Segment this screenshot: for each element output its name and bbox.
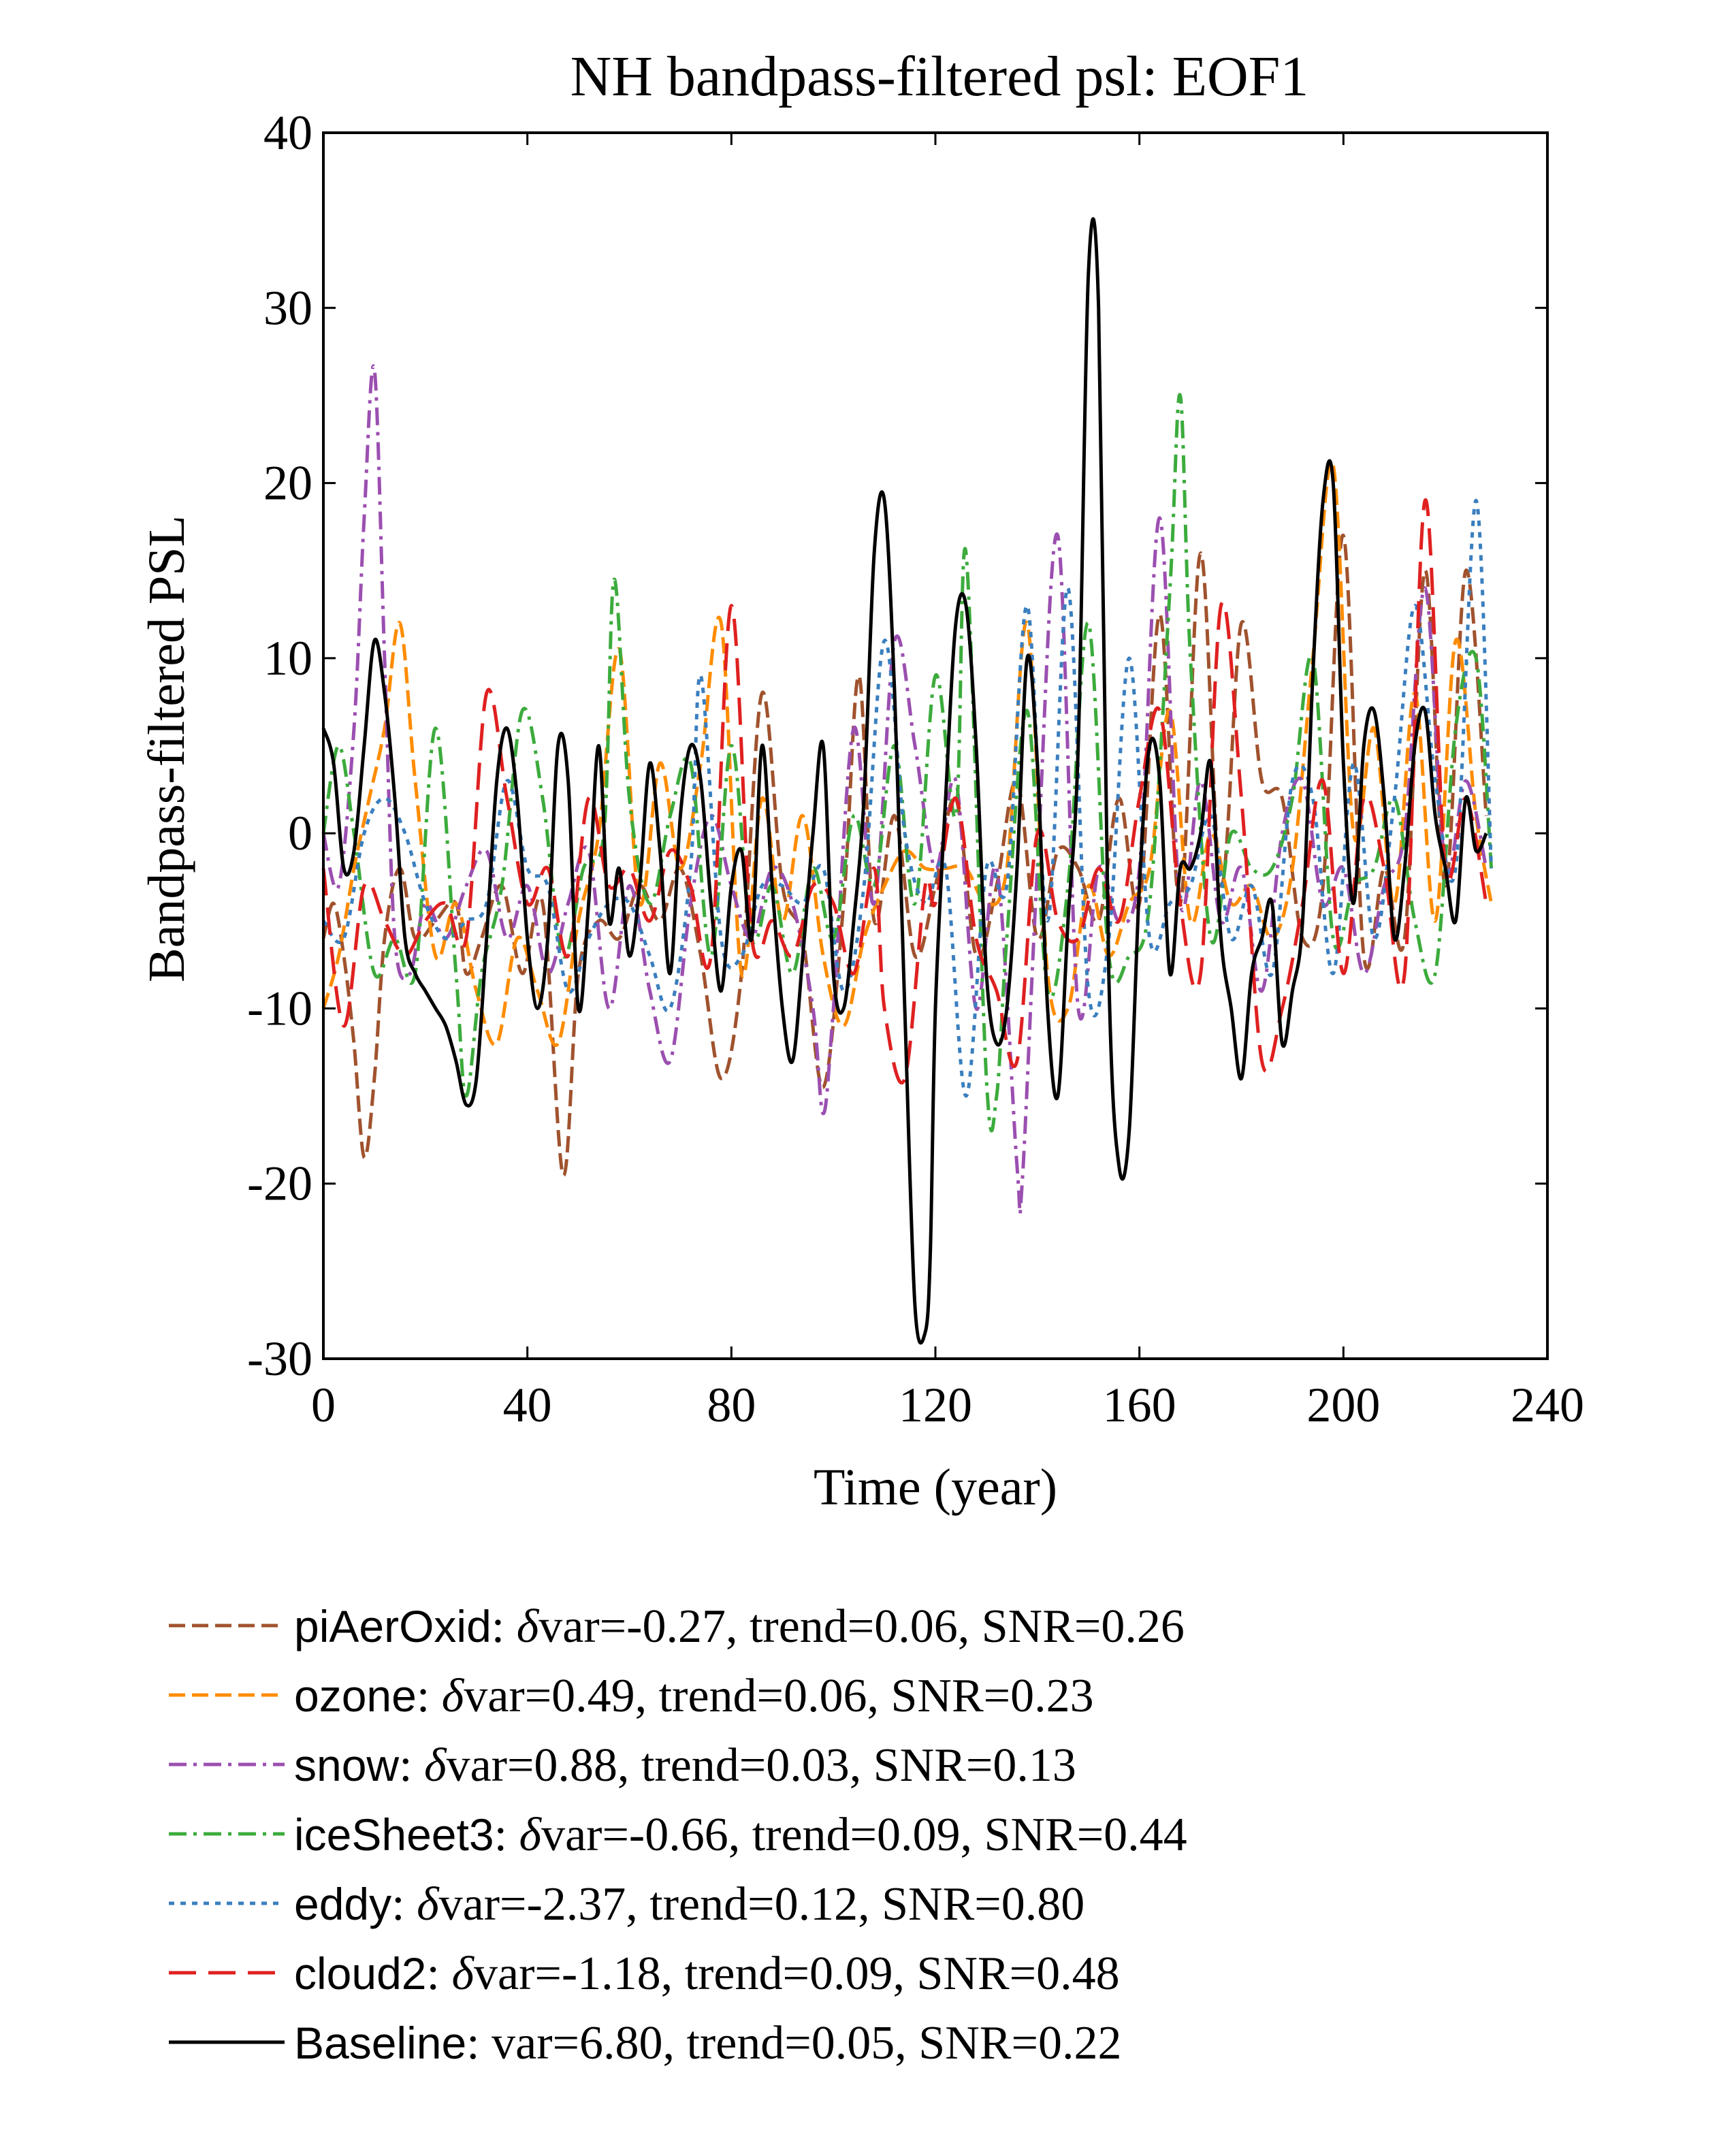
series-layer bbox=[321, 217, 1494, 1345]
x-axis-label: Time (year) bbox=[814, 1459, 1057, 1516]
legend-delta-symbol: δ bbox=[417, 1878, 440, 1931]
legend-series-stats: var=-0.66, trend=0.09, SNR=0.44 bbox=[541, 1809, 1187, 1861]
legend-entry-piaeroxid: piAerOxid: δvar=-0.27, trend=0.06, SNR=0… bbox=[294, 1600, 1185, 1653]
legend-delta-symbol: δ bbox=[424, 1739, 447, 1792]
y-tick-label: 40 bbox=[263, 106, 312, 160]
y-axis-label: Bandpass-filtered PSL bbox=[138, 515, 195, 982]
legend-entry-eddy: eddy: δvar=-2.37, trend=0.12, SNR=0.80 bbox=[294, 1878, 1084, 1931]
legend-delta-symbol: δ bbox=[451, 1948, 475, 2000]
y-tick-label: 0 bbox=[288, 806, 312, 860]
legend-colon: : bbox=[391, 1878, 417, 1931]
series-line-eddy bbox=[322, 498, 1494, 1098]
legend-entry-snow: snow: δvar=0.88, trend=0.03, SNR=0.13 bbox=[294, 1739, 1076, 1792]
y-tick-label: 30 bbox=[263, 280, 312, 335]
legend-series-name: ozone bbox=[294, 1671, 417, 1721]
y-tick-label: 10 bbox=[263, 631, 312, 685]
legend-colon: : bbox=[494, 1809, 519, 1861]
legend-entry-ozone: ozone: δvar=0.49, trend=0.06, SNR=0.23 bbox=[294, 1670, 1094, 1722]
x-tick-label: 80 bbox=[707, 1378, 756, 1432]
legend-series-stats: var=-0.27, trend=0.06, SNR=0.26 bbox=[539, 1600, 1185, 1653]
series-line-piaeroxid bbox=[321, 534, 1488, 1177]
legend: piAerOxid: δvar=-0.27, trend=0.06, SNR=0… bbox=[169, 1600, 1187, 2069]
x-tick-label: 40 bbox=[503, 1378, 552, 1432]
legend-series-name: eddy bbox=[294, 1879, 391, 1929]
legend-series-name: Baseline bbox=[294, 2018, 466, 2068]
series-line-ozone bbox=[321, 460, 1494, 1048]
legend-delta-symbol: δ bbox=[519, 1809, 543, 1861]
legend-entry-cloud2: cloud2: δvar=-1.18, trend=0.09, SNR=0.48 bbox=[294, 1948, 1120, 2000]
legend-colon: : bbox=[492, 1600, 517, 1653]
y-tick-label: -10 bbox=[247, 981, 312, 1035]
legend-series-name: cloud2 bbox=[294, 1948, 427, 1999]
y-tick-label: -30 bbox=[247, 1332, 312, 1386]
series-line-cloud2 bbox=[321, 498, 1488, 1085]
legend-colon: : bbox=[466, 2017, 492, 2069]
y-tick-label: -20 bbox=[247, 1157, 312, 1211]
x-tick-label: 160 bbox=[1103, 1378, 1176, 1432]
legend-series-name: piAerOxid bbox=[294, 1601, 492, 1651]
legend-delta-symbol: δ bbox=[442, 1670, 465, 1722]
plot-area: 0 40 80 120 160 200 240 -30 -20 -10 0 10 20 30 40 bbox=[247, 106, 1584, 1432]
legend-series-stats: var=0.88, trend=0.03, SNR=0.13 bbox=[447, 1739, 1076, 1792]
legend-entry-baseline: Baseline: var=6.80, trend=0.05, SNR=0.22 bbox=[294, 2017, 1121, 2069]
series-line-snow bbox=[321, 364, 1488, 1216]
y-axis-ticks: -30 -20 -10 0 10 20 30 40 bbox=[247, 106, 1547, 1386]
legend-colon: : bbox=[417, 1670, 442, 1722]
chart-title: NH bandpass-filtered psl: EOF1 bbox=[570, 45, 1309, 108]
legend-series-name: iceSheet3 bbox=[294, 1809, 494, 1860]
x-tick-label: 120 bbox=[899, 1378, 972, 1432]
legend-series-stats: var=-1.18, trend=0.09, SNR=0.48 bbox=[474, 1948, 1120, 2000]
y-tick-label: 20 bbox=[263, 456, 312, 511]
x-tick-label: 240 bbox=[1511, 1378, 1584, 1432]
x-tick-label: 200 bbox=[1306, 1378, 1380, 1432]
x-tick-label: 0 bbox=[311, 1378, 336, 1432]
x-axis-ticks: 0 40 80 120 160 200 240 bbox=[311, 133, 1584, 1432]
legend-colon: : bbox=[427, 1948, 452, 2000]
legend-colon: : bbox=[399, 1739, 424, 1792]
series-line-baseline bbox=[321, 217, 1488, 1345]
legend-series-stats: var=-2.37, trend=0.12, SNR=0.80 bbox=[439, 1878, 1085, 1931]
legend-series-stats: var=6.80, trend=0.05, SNR=0.22 bbox=[492, 2017, 1121, 2069]
legend-delta-symbol: δ bbox=[517, 1600, 540, 1653]
legend-series-name: snow bbox=[294, 1740, 399, 1790]
legend-entry-icesheet3: iceSheet3: δvar=-0.66, trend=0.09, SNR=0… bbox=[294, 1809, 1187, 1861]
series-line-icesheet3 bbox=[321, 393, 1494, 1133]
legend-series-stats: var=0.49, trend=0.06, SNR=0.23 bbox=[464, 1670, 1093, 1722]
